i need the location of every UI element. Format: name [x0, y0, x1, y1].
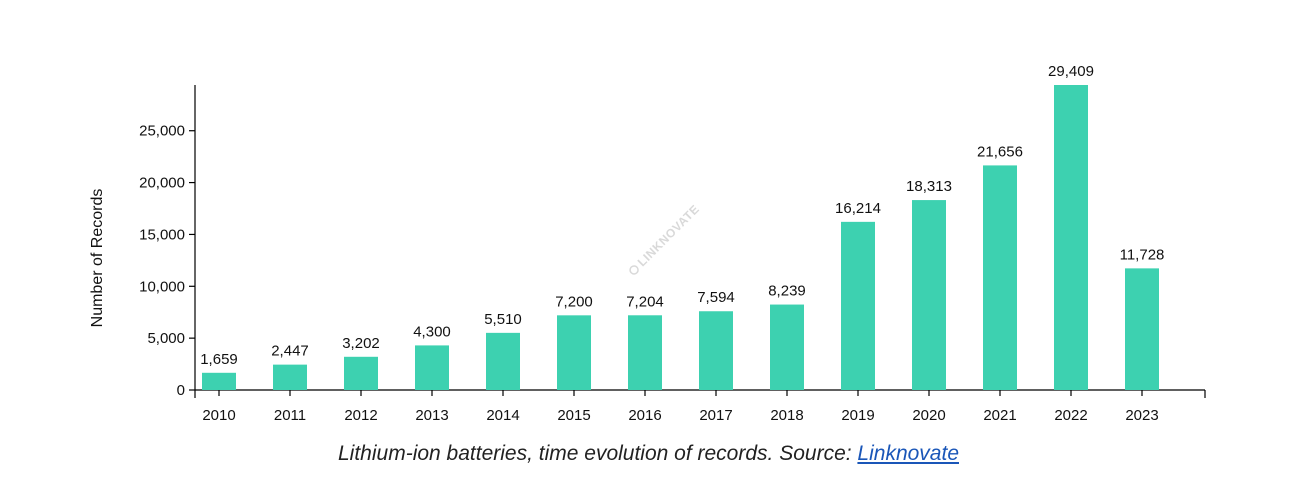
y-tick-label: 20,000	[139, 175, 185, 192]
value-label-2013: 4,300	[413, 323, 451, 340]
value-label-2020: 18,313	[906, 178, 952, 195]
x-tick-label: 2012	[344, 407, 377, 424]
value-label-2017: 7,594	[697, 289, 735, 306]
bar-2016	[628, 315, 662, 390]
bar-2013	[415, 345, 449, 390]
bar-2012	[344, 356, 378, 390]
bar-2015	[557, 315, 591, 390]
y-axis-title: Number of Records	[89, 189, 106, 328]
x-tick-label: 2022	[1054, 407, 1087, 424]
x-tick-label: 2019	[841, 407, 874, 424]
x-tick-label: 2015	[557, 407, 590, 424]
x-tick-label: 2016	[628, 407, 661, 424]
bar-2023	[1125, 268, 1159, 390]
bar-2021	[983, 165, 1017, 390]
y-tick-label: 25,000	[139, 123, 185, 140]
x-tick-label: 2021	[983, 407, 1016, 424]
value-label-2011: 2,447	[271, 343, 309, 360]
value-label-2012: 3,202	[342, 335, 380, 352]
x-axis: 2010 2011 2012 2013 2014 2015 2016 2017 2018 2019…	[194, 389, 1206, 424]
value-labels: 1,659 2,447 3,202 4,300 5,510 7,200 7,204 7,594…	[200, 63, 1164, 368]
x-tick-label: 2023	[1125, 407, 1158, 424]
y-axis: 0 5,000 10,000 15,000 20,000 25,000	[139, 85, 196, 399]
value-label-2014: 5,510	[484, 311, 522, 328]
bar-2011	[273, 364, 307, 390]
x-tick-label: 2014	[486, 407, 519, 424]
bar-2017	[699, 311, 733, 390]
y-tick-label: 10,000	[139, 278, 185, 295]
chart-caption: Lithium-ion batteries, time evolution of…	[0, 442, 1297, 466]
bar-2022	[1054, 85, 1088, 390]
value-label-2010: 1,659	[200, 351, 238, 368]
bar-2014	[486, 332, 520, 390]
value-label-2022: 29,409	[1048, 63, 1094, 80]
bar-2010	[202, 372, 236, 390]
y-tick-label: 5,000	[147, 330, 185, 347]
watermark-text: LINKNOVATE	[635, 202, 702, 269]
x-tick-label: 2010	[202, 407, 235, 424]
watermark-logo-icon	[629, 265, 639, 275]
value-label-2018: 8,239	[768, 283, 806, 300]
bar-2019	[841, 221, 875, 390]
value-label-2015: 7,200	[555, 293, 593, 310]
source-link[interactable]: Linknovate	[857, 442, 959, 465]
y-tick-label: 0	[177, 382, 185, 399]
caption-text: Lithium-ion batteries, time evolution of…	[338, 442, 858, 465]
x-tick-label: 2018	[770, 407, 803, 424]
y-tick-label: 15,000	[139, 226, 185, 243]
bars	[202, 85, 1159, 390]
value-label-2023: 11,728	[1120, 246, 1165, 263]
x-tick-label: 2013	[415, 407, 448, 424]
watermark: LINKNOVATE	[629, 202, 702, 275]
bar-2018	[770, 304, 804, 390]
value-label-2019: 16,214	[835, 200, 881, 217]
value-label-2016: 7,204	[626, 293, 664, 310]
x-tick-label: 2020	[912, 407, 945, 424]
bar-2020	[912, 200, 946, 390]
x-tick-label: 2011	[274, 407, 306, 424]
value-label-2021: 21,656	[977, 143, 1023, 160]
x-tick-label: 2017	[699, 407, 732, 424]
